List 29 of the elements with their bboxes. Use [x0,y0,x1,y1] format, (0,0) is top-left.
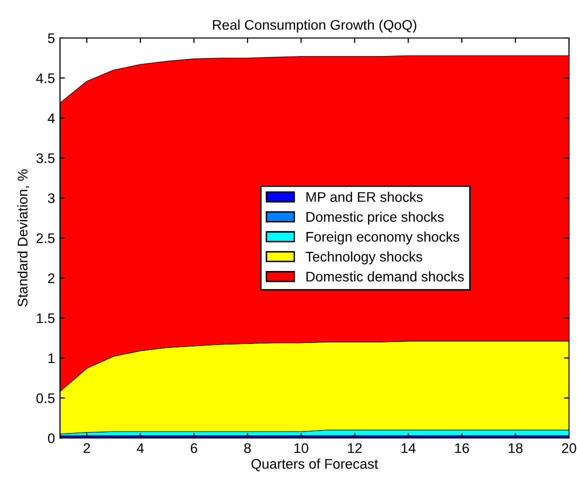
y-tick-label: 2.5 [36,233,55,244]
x-tick-label: 8 [244,443,251,454]
legend-label: MP and ER shocks [306,192,423,202]
legend-label: Domestic price shocks [306,212,444,225]
y-tick-label: 0.5 [36,393,55,404]
x-tick-label: 2 [84,443,90,453]
y-tick-label: 0 [48,433,55,444]
y-tick-label: 4.5 [36,73,55,84]
legend-label: Foreign economy shocks [306,232,460,244]
y-tick-label: 3 [48,193,55,204]
x-tick-label: 16 [455,443,469,454]
chart-title: Real Consumption Growth (QoQ) [212,20,416,33]
x-tick-label: 12 [348,443,362,453]
y-tick-label: 1.5 [36,313,55,324]
x-tick-label: 10 [294,443,308,454]
x-tick-label: 4 [136,443,144,453]
legend-label: Domestic demand shocks [306,271,464,282]
x-tick-label: 6 [190,443,198,454]
legend-label: Technology shocks [306,251,422,264]
y-tick-label: 3.5 [36,153,55,164]
y-axis-title: Standard Deviation, % [17,169,30,306]
x-tick-label: 18 [508,443,523,454]
x-axis-title: Quarters of Forecast [251,458,378,472]
y-tick-label: 2 [48,273,54,284]
y-tick-label: 1 [48,353,54,364]
y-tick-label: 4 [48,113,55,124]
x-tick-label: 20 [562,443,576,454]
y-tick-label: 5 [48,33,55,44]
x-tick-label: 14 [402,443,416,453]
